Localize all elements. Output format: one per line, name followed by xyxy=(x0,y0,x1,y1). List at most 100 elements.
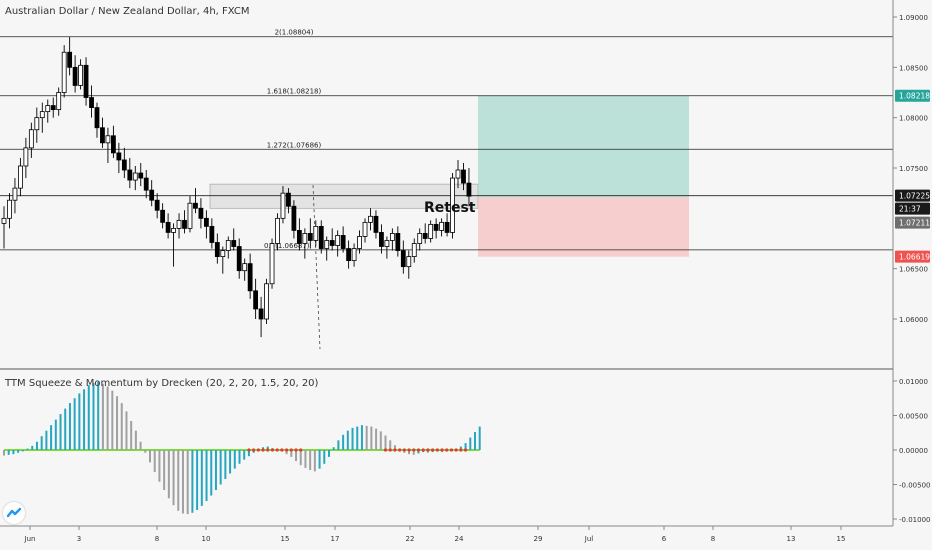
candle-body xyxy=(428,223,434,239)
candle-body xyxy=(264,283,269,320)
entry-badge xyxy=(895,216,930,229)
chart-title: Australian Dollar / New Zealand Dollar, … xyxy=(5,6,250,17)
squeeze-dot xyxy=(388,448,392,452)
time-tick-label: 3 xyxy=(77,535,81,543)
price-tick-label: 1.09000 xyxy=(899,14,928,22)
time-axis[interactable]: Jun 3 8 10 15 17 22 24 29 Jul 6 8 13 15 xyxy=(0,525,893,543)
level-label: 2(1.08804) xyxy=(275,29,314,37)
time-tick-label: 6 xyxy=(662,535,667,543)
current-price-badge xyxy=(895,189,930,202)
price-axis[interactable]: 1.09000 1.08500 1.08000 1.07500 1.06500 1.060… xyxy=(892,0,930,526)
candle-body xyxy=(422,233,428,239)
candle-body xyxy=(18,165,23,189)
candle-body xyxy=(28,129,34,149)
candle-body xyxy=(379,232,384,247)
indicator-tick-label: -0.01000 xyxy=(899,516,930,524)
tradingview-logo[interactable] xyxy=(3,502,25,524)
candle-body xyxy=(258,308,264,320)
candle-body xyxy=(50,105,56,111)
candle-body xyxy=(286,192,291,207)
candle-body xyxy=(242,263,248,272)
time-tick-label: 29 xyxy=(534,535,543,543)
candle-body xyxy=(116,152,122,161)
time-tick-label: 13 xyxy=(787,535,796,543)
retest-annotation: Retest xyxy=(424,200,476,216)
squeeze-dot xyxy=(393,448,397,452)
candle-body xyxy=(105,135,111,144)
squeeze-dot xyxy=(270,448,275,452)
time-tick-label: 22 xyxy=(406,535,415,543)
candle-body xyxy=(329,240,335,246)
candle-body xyxy=(307,233,313,241)
level-label: 0.5(1.06687) xyxy=(264,242,310,250)
squeeze-dot xyxy=(426,448,430,452)
squeeze-dot xyxy=(449,448,454,452)
candle-body xyxy=(411,243,417,257)
squeeze-dot xyxy=(412,448,416,452)
squeeze-dot xyxy=(421,448,425,452)
candle-body xyxy=(439,221,445,231)
squeeze-dot xyxy=(407,448,411,452)
squeeze-dot xyxy=(285,448,289,452)
time-tick-label: 15 xyxy=(281,535,290,543)
squeeze-dot xyxy=(463,448,468,452)
candle-body xyxy=(34,117,40,131)
candle-body xyxy=(280,192,286,219)
squeeze-dot xyxy=(275,448,279,452)
candle-body xyxy=(324,240,330,249)
candle-body xyxy=(209,225,215,243)
candle-body xyxy=(143,177,149,191)
candle-body xyxy=(149,189,155,201)
candle-body xyxy=(357,236,362,249)
candle-body xyxy=(362,221,368,237)
level-label: 1.272(1.07686) xyxy=(267,141,322,149)
candle-body xyxy=(406,256,412,268)
candle-body xyxy=(318,225,324,249)
candle-body xyxy=(7,199,12,219)
price-pane[interactable]: 2(1.08804) 1.618(1.08218) 1.272(1.07686) 0.… xyxy=(0,29,893,350)
loss-zone xyxy=(478,197,689,257)
candle-body xyxy=(400,250,406,268)
squeeze-dot xyxy=(299,448,303,452)
squeeze-dot xyxy=(416,448,421,452)
squeeze-dot xyxy=(294,448,298,452)
candle-body xyxy=(165,221,171,233)
indicator-tick-label: 0.00000 xyxy=(899,447,928,455)
candle-body xyxy=(225,240,231,251)
candle-body xyxy=(335,235,341,246)
squeeze-dot xyxy=(266,448,270,452)
candle-body xyxy=(214,242,220,257)
candle-body xyxy=(176,219,182,229)
time-tick-label: 15 xyxy=(837,535,846,543)
candle-body xyxy=(121,159,127,171)
price-tick-label: 1.06000 xyxy=(899,316,928,324)
squeeze-dot xyxy=(459,448,463,452)
entry-badge-label: 1.07211 xyxy=(899,219,930,228)
candle-body xyxy=(78,64,83,86)
indicator-tick-label: 0.01000 xyxy=(899,378,928,386)
profit-zone xyxy=(478,95,689,198)
candle-body xyxy=(12,187,18,201)
squeeze-dot xyxy=(383,448,388,452)
candle-body xyxy=(247,263,253,292)
price-tick-label: 1.08000 xyxy=(899,115,928,123)
candle-body xyxy=(389,233,395,241)
candle-body xyxy=(296,230,302,244)
candle-body xyxy=(368,215,373,223)
squeeze-dot xyxy=(252,448,256,452)
candle-body xyxy=(253,290,259,310)
price-tick-label: 1.08500 xyxy=(899,64,928,72)
indicator-tick-label: 0.00500 xyxy=(899,413,928,421)
time-tick-label: 17 xyxy=(331,535,340,543)
logo-icon xyxy=(6,507,22,518)
candle-body xyxy=(89,97,94,108)
squeeze-dot xyxy=(398,448,402,452)
take-profit-badge xyxy=(895,89,930,102)
stop-loss-badge xyxy=(895,250,930,263)
candle-body xyxy=(395,233,401,251)
stop-loss-badge-label: 1.06619 xyxy=(899,253,930,262)
candle-body xyxy=(198,207,204,219)
indicator-pane[interactable] xyxy=(3,381,481,515)
